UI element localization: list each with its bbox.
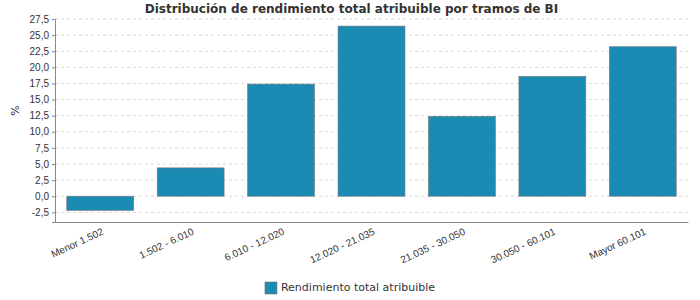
y-tick-label: 5,0 (35, 159, 49, 170)
y-tick-label: 27,5 (30, 14, 50, 25)
x-tick-label: 6.010 - 12.020 (223, 226, 287, 263)
x-axis-line (56, 222, 689, 223)
y-axis-line (52, 20, 56, 223)
y-tick: 2,5 (35, 175, 55, 186)
y-tick-label: 7,5 (35, 143, 49, 154)
y-tick: 12,5 (30, 110, 55, 121)
y-tick-mark (52, 212, 55, 213)
y-tick-label: 12,5 (30, 110, 50, 121)
y-tick-mark (52, 83, 55, 84)
y-tick: 22,5 (30, 46, 55, 57)
bar (67, 196, 134, 210)
bar (519, 76, 586, 196)
y-tick: 25,0 (30, 30, 55, 41)
bar (338, 26, 405, 196)
legend-swatch (265, 282, 277, 294)
y-tick-mark (52, 67, 55, 68)
x-tick-label: 21.035 - 30.050 (399, 226, 468, 266)
y-tick-label: 0,0 (35, 191, 49, 202)
x-tick: Mayor 60.101 (588, 222, 648, 262)
bar (157, 168, 224, 196)
y-tick-label: -2,5 (32, 207, 50, 218)
y-tick: -2,5 (32, 207, 55, 218)
x-tick: 21.035 - 30.050 (399, 222, 468, 265)
y-tick: 10,0 (30, 126, 55, 137)
y-tick-mark (52, 164, 55, 165)
x-tick-label: Menor 1.502 (50, 226, 106, 260)
y-tick-mark (52, 180, 55, 181)
y-axis: -2,5 0,0 2,5 5,0 7,5 10,0 12,5 15,0 17,5 20,0 22,5… (30, 14, 56, 223)
y-tick-label: 20,0 (30, 62, 50, 73)
y-tick: 27,5 (30, 14, 55, 25)
grid (55, 19, 688, 212)
y-tick: 7,5 (35, 143, 55, 154)
y-tick-label: 25,0 (30, 30, 50, 41)
legend-label: Rendimiento total atribuible (281, 281, 435, 294)
x-tick: 6.010 - 12.020 (223, 222, 287, 263)
y-tick-mark (52, 35, 55, 36)
y-tick-mark (52, 19, 55, 20)
grid-line (55, 19, 688, 20)
y-tick-mark (52, 100, 55, 101)
y-tick: 5,0 (35, 159, 55, 170)
x-tick: 1.502 - 6.010 (137, 222, 195, 261)
y-tick-mark (52, 148, 55, 149)
y-axis-title: % (9, 105, 22, 115)
bar (609, 47, 676, 197)
y-tick-label: 17,5 (30, 78, 50, 89)
title: Distribución de rendimiento total atribu… (145, 2, 558, 16)
y-tick-mark (52, 196, 55, 197)
y-tick-label: 22,5 (30, 46, 50, 57)
legend: Rendimiento total atribuible (265, 281, 435, 294)
x-axis: Menor 1.502 1.502 - 6.010 6.010 - 12.020 12… (50, 222, 689, 265)
x-tick: 12.020 - 21.035 (308, 222, 377, 265)
y-tick: 0,0 (35, 191, 55, 202)
x-tick-label: Mayor 60.101 (588, 226, 648, 262)
x-tick-label: 30.050 - 60.101 (489, 226, 558, 266)
y-tick-label: 10,0 (30, 126, 50, 137)
y-tick-mark (52, 116, 55, 117)
bars (67, 26, 676, 210)
x-tick-label: 1.502 - 6.010 (137, 226, 195, 261)
y-tick-mark (52, 51, 55, 52)
x-tick: 30.050 - 60.101 (489, 222, 558, 265)
y-tick: 15,0 (30, 94, 55, 105)
x-tick-label: 12.020 - 21.035 (308, 226, 377, 266)
y-tick-mark (52, 132, 55, 133)
plot-area: -2,5 0,0 2,5 5,0 7,5 10,0 12,5 15,0 17,5 20,0 22,5… (30, 14, 689, 266)
bar (428, 116, 495, 196)
y-tick: 20,0 (30, 62, 55, 73)
y-tick-label: 15,0 (30, 94, 50, 105)
x-tick: Menor 1.502 (50, 222, 106, 260)
grid-line (55, 212, 688, 213)
bar (248, 84, 315, 196)
y-tick: 17,5 (30, 78, 55, 89)
y-tick-label: 2,5 (35, 175, 49, 186)
chart: -2,5 0,0 2,5 5,0 7,5 10,0 12,5 15,0 17,5 20,0 22,5… (0, 0, 700, 300)
